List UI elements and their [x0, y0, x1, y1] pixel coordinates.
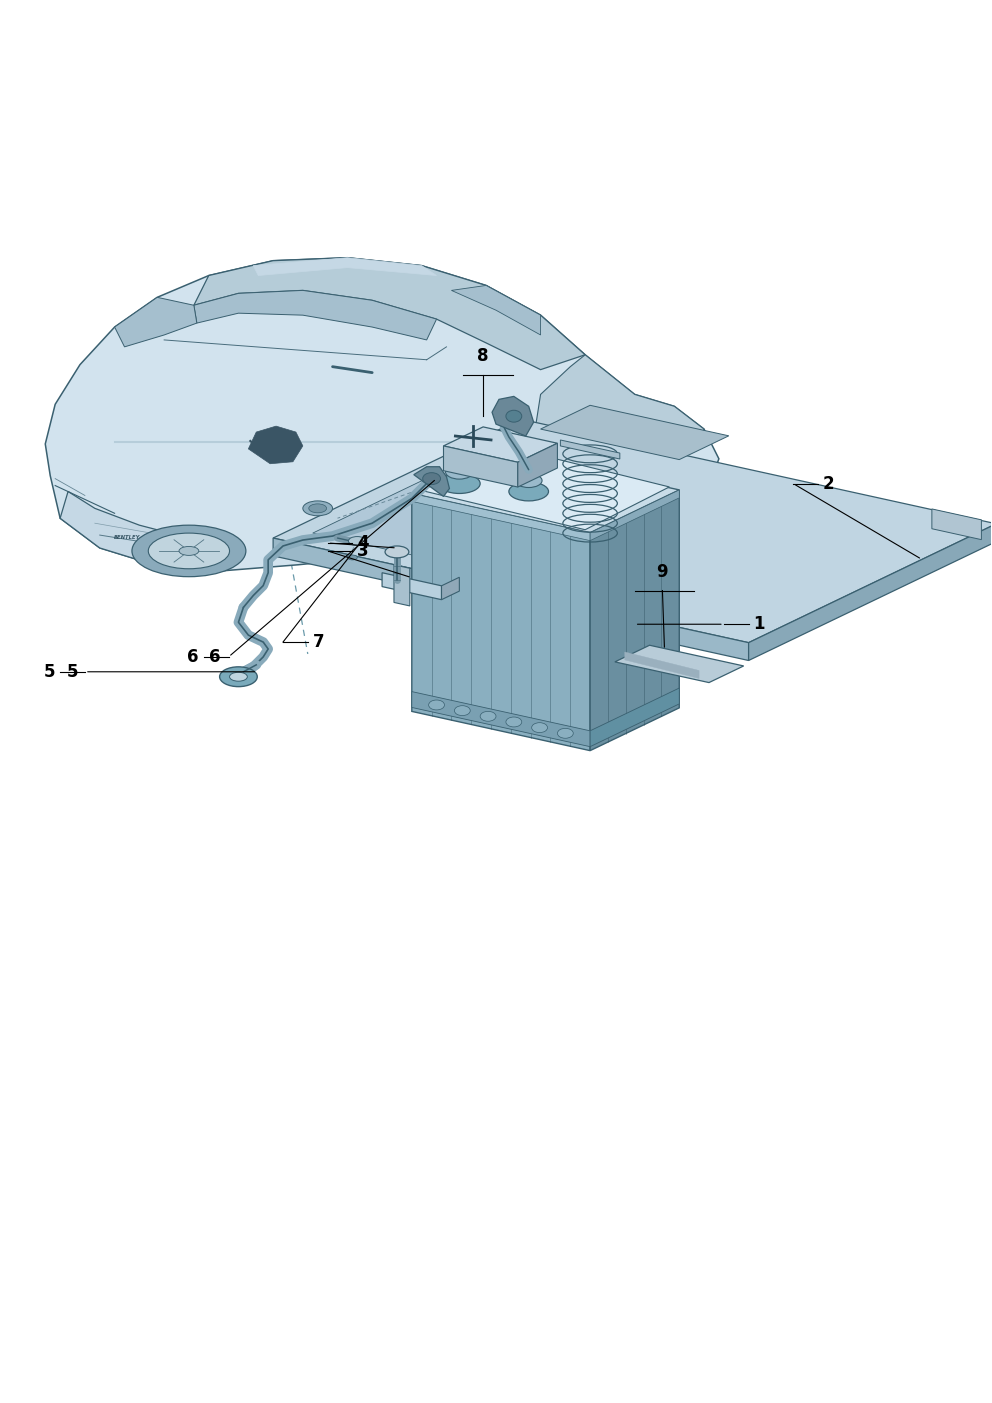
Polygon shape	[541, 405, 729, 460]
Ellipse shape	[575, 494, 650, 528]
Polygon shape	[492, 397, 534, 436]
Text: 6: 6	[209, 648, 220, 666]
Text: 4: 4	[357, 535, 369, 551]
Ellipse shape	[446, 577, 456, 582]
Ellipse shape	[506, 717, 522, 727]
Text: BENTLEY: BENTLEY	[114, 535, 141, 540]
Ellipse shape	[423, 473, 440, 484]
Text: 1: 1	[754, 616, 765, 633]
Ellipse shape	[132, 525, 246, 577]
Polygon shape	[193, 258, 585, 369]
Ellipse shape	[229, 672, 247, 682]
Ellipse shape	[429, 700, 444, 710]
Polygon shape	[46, 258, 719, 571]
Ellipse shape	[532, 723, 548, 732]
Text: 2: 2	[823, 474, 834, 492]
Polygon shape	[248, 427, 303, 464]
Polygon shape	[931, 509, 981, 540]
Ellipse shape	[546, 599, 556, 603]
Polygon shape	[394, 565, 410, 606]
Ellipse shape	[309, 504, 326, 512]
Polygon shape	[443, 427, 558, 462]
Polygon shape	[451, 285, 541, 335]
Ellipse shape	[348, 536, 366, 546]
Ellipse shape	[522, 470, 535, 477]
Ellipse shape	[385, 546, 409, 558]
Polygon shape	[536, 355, 704, 464]
Ellipse shape	[452, 460, 466, 467]
Ellipse shape	[148, 533, 229, 568]
Text: 3: 3	[357, 542, 369, 560]
Text: 5: 5	[44, 662, 56, 680]
Polygon shape	[422, 448, 670, 530]
Ellipse shape	[347, 556, 357, 560]
Polygon shape	[412, 692, 590, 746]
Ellipse shape	[303, 501, 332, 516]
Ellipse shape	[604, 508, 622, 515]
Polygon shape	[590, 490, 680, 540]
Text: 9: 9	[657, 563, 669, 581]
Polygon shape	[443, 446, 518, 487]
Ellipse shape	[480, 711, 496, 721]
Ellipse shape	[558, 728, 573, 738]
Text: 5: 5	[66, 662, 78, 680]
Polygon shape	[382, 572, 441, 599]
Polygon shape	[590, 490, 680, 751]
Ellipse shape	[179, 547, 198, 556]
Polygon shape	[193, 290, 436, 340]
Polygon shape	[560, 441, 620, 459]
Polygon shape	[61, 491, 228, 571]
Polygon shape	[273, 537, 749, 661]
Polygon shape	[312, 476, 650, 581]
Polygon shape	[273, 419, 992, 643]
Text: 7: 7	[312, 633, 324, 651]
Polygon shape	[625, 652, 699, 679]
Polygon shape	[590, 687, 680, 746]
Ellipse shape	[425, 530, 449, 542]
Polygon shape	[412, 494, 590, 540]
Text: 6: 6	[187, 648, 198, 666]
Polygon shape	[412, 450, 680, 533]
Polygon shape	[749, 523, 992, 661]
Polygon shape	[412, 494, 590, 751]
Ellipse shape	[438, 474, 480, 494]
Text: 8: 8	[477, 347, 489, 365]
Polygon shape	[518, 443, 558, 487]
Ellipse shape	[454, 706, 470, 716]
Polygon shape	[253, 258, 436, 275]
Polygon shape	[441, 577, 459, 599]
Ellipse shape	[506, 410, 522, 422]
Ellipse shape	[509, 483, 549, 501]
Polygon shape	[414, 467, 449, 497]
Ellipse shape	[445, 464, 473, 478]
Ellipse shape	[560, 487, 665, 536]
Polygon shape	[615, 645, 744, 683]
Ellipse shape	[515, 474, 542, 487]
Ellipse shape	[219, 666, 257, 686]
Ellipse shape	[645, 620, 655, 626]
Polygon shape	[115, 297, 196, 347]
